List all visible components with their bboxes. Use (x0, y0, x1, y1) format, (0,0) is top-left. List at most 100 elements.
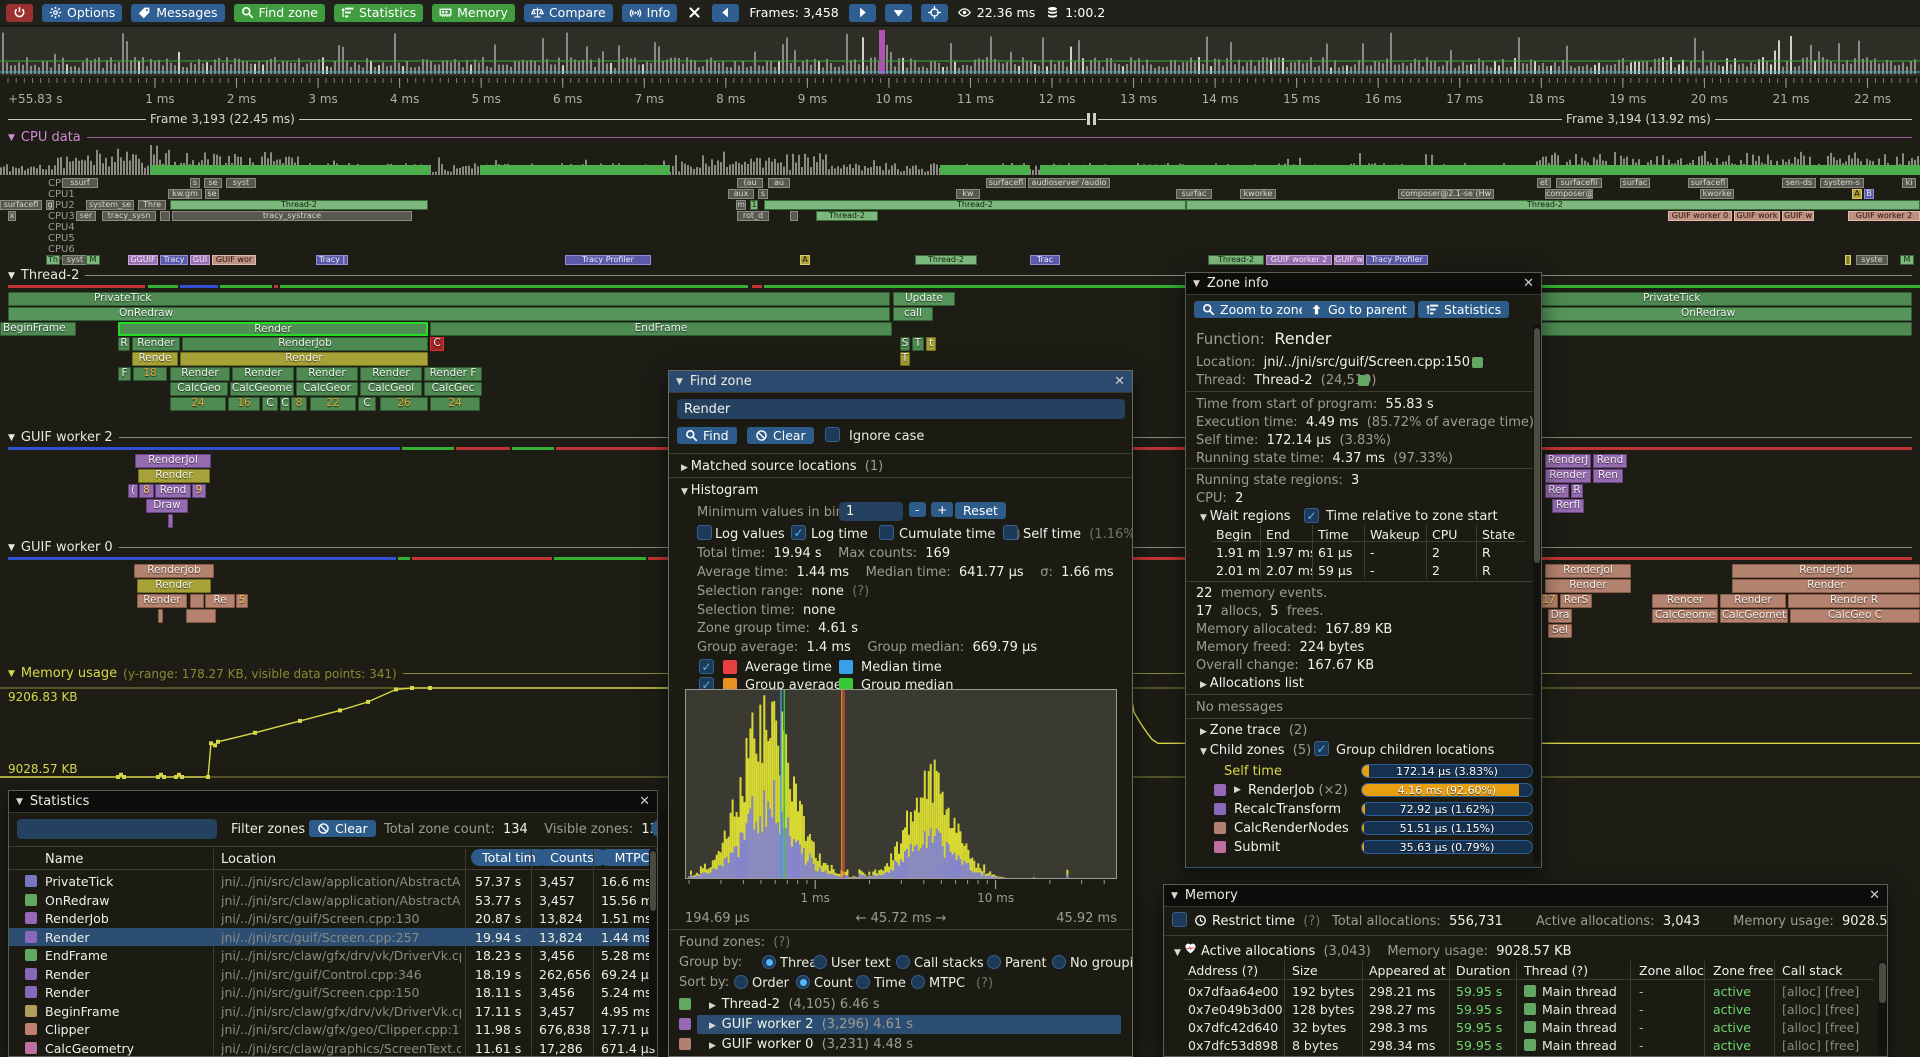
group-by-radio[interactable] (896, 955, 910, 969)
zone-chip[interactable]: A (800, 255, 810, 265)
zone-chip[interactable]: composer@ (1545, 189, 1593, 199)
close-icon[interactable]: ✕ (1523, 276, 1534, 291)
frames-overview-strip[interactable] (0, 27, 1920, 76)
zone-chip[interactable]: Render (180, 352, 428, 366)
zone-chip[interactable] (158, 609, 163, 623)
table-row[interactable]: OnRedraw jni/../jni/src/claw/application/… (9, 892, 657, 910)
zone-chip[interactable]: 26 (380, 397, 428, 411)
zone-chip[interactable]: GUIF w (1334, 255, 1364, 265)
zone-chip[interactable]: Thread-2 (1208, 255, 1264, 265)
zone-chip[interactable]: RerS (1560, 594, 1592, 608)
table-row[interactable]: Render jni/../jni/src/guif/Control.cpp:34… (9, 966, 657, 984)
zone-chip[interactable]: call (893, 307, 933, 321)
group-by-radio[interactable] (813, 955, 827, 969)
zone-chip[interactable]: Render (132, 337, 180, 351)
zone-chip[interactable]: BeginFrame (0, 322, 76, 336)
zone-chip[interactable]: (au (737, 178, 763, 188)
zone-chip[interactable]: CalcGeo C (1790, 609, 1920, 623)
found-zone-group-row[interactable]: ▶ Thread-2 (4,105) 6.46 s (669, 995, 1132, 1014)
zone-chip[interactable]: Rerfl (1552, 499, 1584, 513)
statistics-button[interactable]: Statistics (333, 3, 424, 22)
table-row[interactable]: PrivateTick jni/../jni/src/claw/applicati… (9, 873, 657, 891)
zone-chip[interactable]: 1 (750, 200, 758, 210)
histogram-option-checkbox[interactable] (697, 525, 712, 540)
zone-chip[interactable]: ssurf (62, 178, 98, 188)
zone-chip[interactable]: Render (170, 367, 230, 381)
messages-button[interactable]: Messages (131, 3, 225, 22)
zone-chip[interactable]: C (262, 397, 278, 411)
zone-chip[interactable]: t (926, 337, 936, 351)
ignore-case-checkbox[interactable] (825, 427, 840, 442)
memory-button[interactable]: Memory (432, 3, 515, 22)
compare-button[interactable]: Compare (523, 3, 613, 22)
sort-by-radio[interactable] (734, 975, 748, 989)
child-zone-row[interactable]: RecalcTransform 72.92 µs (1.62%) (1186, 801, 1541, 819)
zone-chip[interactable]: M (1900, 255, 1914, 265)
zone-chip[interactable]: composer@2.1-se (Hw (1398, 189, 1494, 199)
found-zone-group-row[interactable]: ▶ GUIF worker 0 (3,231) 4.48 s (669, 1035, 1132, 1054)
zone-chip[interactable]: rot_d (737, 211, 769, 221)
table-row[interactable]: RenderJob jni/../jni/src/guif/Screen.cpp:… (9, 910, 657, 928)
power-button[interactable] (6, 3, 33, 22)
zone-chip[interactable]: CalcGeor (296, 382, 358, 396)
zone-chip[interactable]: Rende (132, 352, 178, 366)
zone-chip[interactable]: C (430, 337, 444, 351)
zone-chip[interactable]: Thread-2 (1186, 200, 1920, 210)
zone-chip[interactable]: S (900, 337, 910, 351)
zone-chip[interactable]: CalcGeome (1652, 609, 1718, 623)
zone-chip[interactable]: GUIF worker 0 (1668, 211, 1732, 221)
zone-info-titlebar[interactable]: ▼ Zone info ✕ (1186, 273, 1541, 295)
zone-chip[interactable]: 8 (291, 397, 307, 411)
histogram-option-checkbox[interactable] (1003, 525, 1018, 540)
zone-chip[interactable]: | (1845, 255, 1851, 265)
table-row[interactable]: CalcGeometry jni/../jni/src/claw/graphics… (9, 1040, 657, 1057)
allocation-row[interactable]: 0x7dfc53d898 8 bytes 298.34 ms 59.95 s Main … (1164, 1037, 1887, 1055)
cpu-data-header[interactable]: ▼ CPU data (8, 130, 1912, 145)
statistics-button[interactable]: Statistics (1418, 301, 1510, 318)
zone-chip[interactable]: T (900, 352, 910, 366)
zone-chip[interactable]: se (205, 189, 219, 199)
column-sort-col_total[interactable]: Total tim (471, 849, 547, 866)
bin-plus-button[interactable]: + (931, 502, 954, 517)
zone-chip[interactable] (160, 211, 170, 221)
zone-chip[interactable]: F (118, 367, 131, 381)
find-zone-histogram[interactable] (685, 689, 1117, 879)
zone-chip[interactable]: Trac (1030, 255, 1060, 265)
zone-chip[interactable]: ( (128, 484, 138, 498)
zone-chip[interactable]: ser (76, 211, 96, 221)
zone-chip[interactable]: RenderJob (1732, 564, 1920, 578)
table-row[interactable]: EndFrame jni/../jni/src/claw/gfx/drv/vk/D… (9, 947, 657, 965)
restrict-time-checkbox[interactable] (1172, 912, 1187, 927)
active-allocations-toggle[interactable]: ▼ Active allocations (3,043) Memory usag… (1174, 943, 1572, 959)
frame-down-button[interactable] (884, 3, 912, 22)
zone-chip[interactable]: CalcGeomet (1720, 609, 1788, 623)
table-row[interactable]: Render jni/../jni/src/guif/Screen.cpp:257… (9, 927, 657, 947)
prev-frame-button[interactable] (712, 3, 740, 22)
tools-button[interactable] (686, 4, 703, 22)
legend-checkbox[interactable]: ✓ (699, 659, 714, 674)
go-to-parent-button[interactable]: Go to parent (1302, 301, 1415, 318)
zone-chip[interactable]: Render (137, 579, 211, 593)
memory-usage-header[interactable]: ▼ Memory usage (y-range: 178.27 KB, visib… (8, 666, 1912, 681)
zone-chip[interactable]: system-s (1820, 178, 1864, 188)
zone-chip[interactable]: tracy_sysn (102, 211, 156, 221)
filter-zones-input[interactable] (17, 819, 217, 839)
zone-chip[interactable]: Render F (424, 367, 482, 381)
zone-chip[interactable]: Render R (1788, 594, 1920, 608)
zone-chip[interactable]: T (912, 337, 924, 351)
zone-chip[interactable]: system_se (86, 200, 134, 210)
zone-chip[interactable]: RenderJob (182, 337, 428, 351)
zone-chip[interactable]: EndFrame (430, 322, 892, 336)
zone-chip[interactable]: RenderJob (134, 564, 214, 578)
group-by-radio[interactable] (1052, 955, 1066, 969)
group-children-checkbox[interactable]: ✓ (1314, 741, 1329, 756)
column-sort-col_mtpc[interactable]: MTPC (599, 849, 657, 866)
group-by-radio[interactable] (987, 955, 1001, 969)
histogram-section[interactable]: ▼ Histogram (681, 483, 759, 498)
zone-chip[interactable]: RenderJol (1545, 564, 1631, 578)
found-zone-group-row[interactable]: ▶ GUIF worker 2 (3,296) 4.61 s (669, 1015, 1132, 1034)
zone-chip[interactable]: Tracy Profiler (565, 255, 651, 265)
zone-chip[interactable]: Render (1545, 579, 1631, 593)
allocation-row[interactable]: 0x7dfaa64e00 192 bytes 298.21 ms 59.95 s Mai… (1164, 983, 1887, 1001)
zone-chip[interactable]: CalcGeo (170, 382, 228, 396)
